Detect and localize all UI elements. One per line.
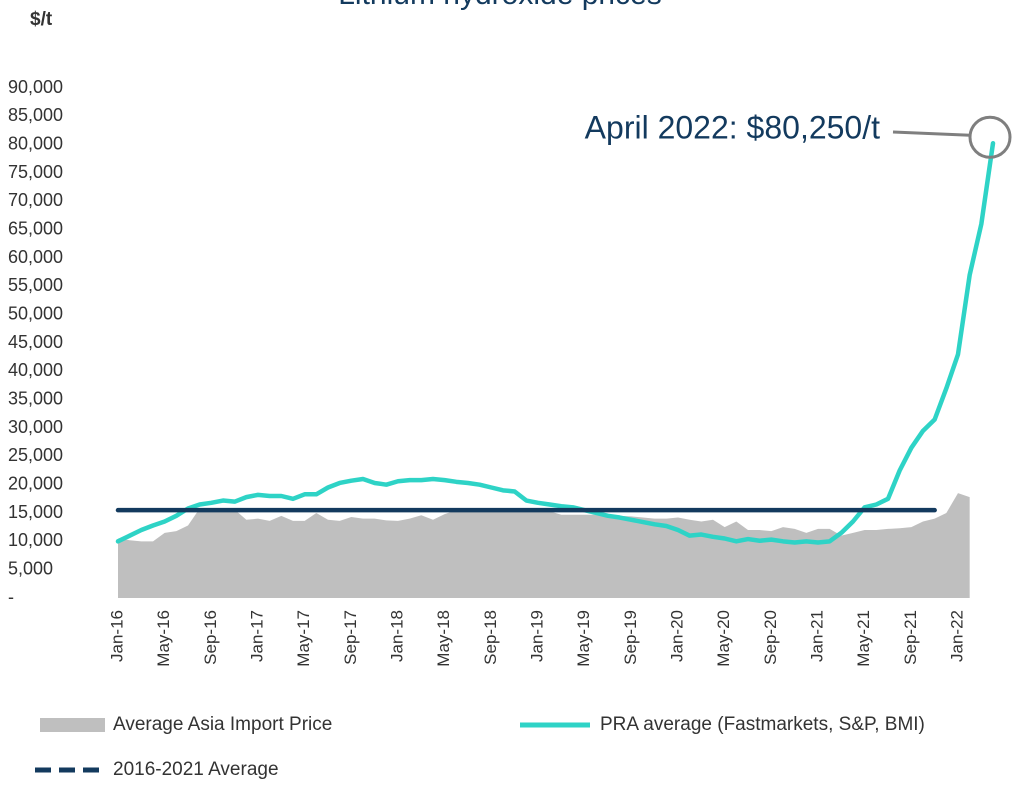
y-tick-label: 10,000 bbox=[8, 530, 63, 550]
y-tick-label: 25,000 bbox=[8, 445, 63, 465]
x-tick-label: Jan-19 bbox=[527, 610, 546, 662]
y-tick-label: 60,000 bbox=[8, 247, 63, 267]
legend-label: Average Asia Import Price bbox=[113, 714, 332, 735]
x-tick-label: Jan-18 bbox=[387, 610, 406, 662]
x-tick-label: May-19 bbox=[574, 610, 593, 667]
y-tick-label: 45,000 bbox=[8, 332, 63, 352]
chart-title: Lithium hydroxide prices bbox=[338, 0, 661, 11]
y-tick-label: 80,000 bbox=[8, 133, 63, 153]
x-tick-label: Sep-16 bbox=[201, 610, 220, 665]
y-tick-label: 40,000 bbox=[8, 360, 63, 380]
y-tick-label: 30,000 bbox=[8, 417, 63, 437]
x-tick-label: Jan-22 bbox=[947, 610, 966, 662]
y-tick-label: 85,000 bbox=[8, 105, 63, 125]
legend-swatch bbox=[40, 718, 105, 732]
y-tick-label: 70,000 bbox=[8, 190, 63, 210]
line bbox=[115, 141, 996, 545]
x-tick-label: Sep-17 bbox=[341, 610, 360, 665]
y-tick-label: 55,000 bbox=[8, 275, 63, 295]
x-tick-label: Jan-16 bbox=[107, 610, 126, 662]
annotation-leader bbox=[892, 130, 971, 137]
x-tick-label: Jan-17 bbox=[247, 610, 266, 662]
x-tick-label: May-21 bbox=[854, 610, 873, 667]
x-tick-label: Sep-20 bbox=[761, 610, 780, 665]
y-axis-label: $/t bbox=[30, 9, 53, 30]
x-tick-label: Sep-18 bbox=[481, 610, 500, 665]
annotation-circle bbox=[968, 115, 1012, 159]
y-tick-label: - bbox=[8, 587, 14, 607]
area bbox=[118, 493, 970, 598]
x-tick-label: May-17 bbox=[294, 610, 313, 667]
x-tick-label: Sep-21 bbox=[901, 610, 920, 665]
x-tick-label: May-16 bbox=[154, 610, 173, 667]
legend-label: 2016-2021 Average bbox=[113, 759, 279, 780]
y-tick-label: 15,000 bbox=[8, 502, 63, 522]
x-tick-label: Jan-20 bbox=[667, 610, 686, 662]
y-tick-label: 90,000 bbox=[8, 77, 63, 97]
annotation: April 2022: $80,250/t bbox=[585, 109, 880, 145]
y-tick-label: 50,000 bbox=[8, 303, 63, 323]
y-tick-label: 75,000 bbox=[8, 162, 63, 182]
y-tick-label: 20,000 bbox=[8, 473, 63, 493]
y-tick-label: 65,000 bbox=[8, 218, 63, 238]
y-tick-label: 35,000 bbox=[8, 388, 63, 408]
x-tick-label: Sep-19 bbox=[621, 610, 640, 665]
x-tick-label: May-20 bbox=[714, 610, 733, 667]
x-tick-label: Jan-21 bbox=[807, 610, 826, 662]
y-tick-label: 5,000 bbox=[8, 558, 53, 578]
legend-label: PRA average (Fastmarkets, S&P, BMI) bbox=[600, 714, 925, 735]
x-tick-label: May-18 bbox=[434, 610, 453, 667]
